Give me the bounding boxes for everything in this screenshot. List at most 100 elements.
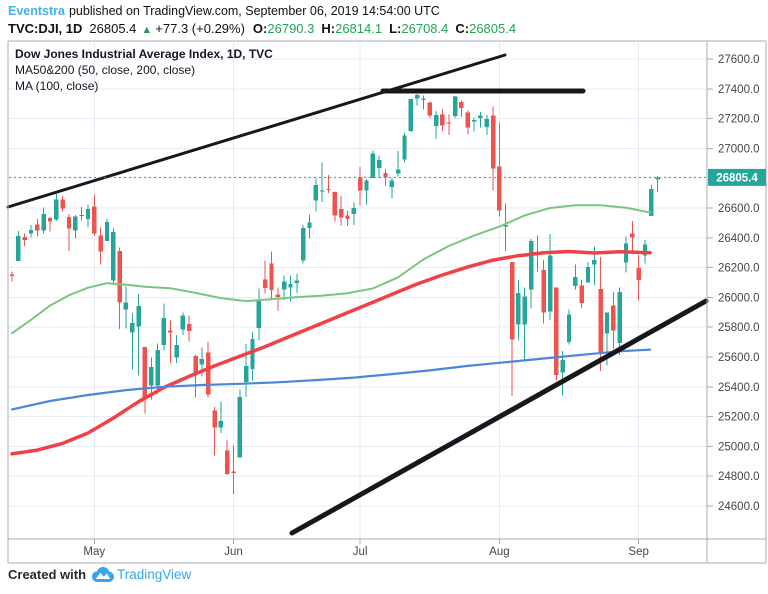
chart-frame [7, 40, 767, 564]
price-tick-label: 26200.0 [718, 263, 760, 275]
candle-body [275, 294, 281, 297]
candle-body [250, 338, 255, 370]
candle-body [338, 209, 344, 218]
candle-body [199, 359, 205, 365]
candle-body [649, 188, 654, 216]
candle-body [351, 208, 357, 214]
price-tick-label: 25400.0 [718, 382, 760, 394]
high-value: 26814.1 [335, 21, 383, 36]
candle-body [307, 222, 312, 228]
candle-body [41, 213, 46, 231]
created-with-text: Created with [8, 567, 87, 582]
candle-body [326, 188, 331, 190]
candle-body [414, 94, 420, 99]
candle-body [357, 177, 363, 191]
candle-body [256, 299, 262, 328]
candle-body [218, 421, 224, 428]
price-tick-label: 27200.0 [718, 114, 760, 126]
candle-body [389, 180, 394, 188]
candle-body [142, 346, 148, 398]
price-tick-label: 26000.0 [718, 292, 760, 304]
candle-body [478, 115, 483, 119]
month-label: Jun [224, 546, 243, 558]
candle-body [85, 209, 91, 220]
ma-blue-line [10, 348, 652, 411]
high-label: H: [321, 21, 336, 36]
candle-body [516, 293, 521, 325]
candle-body [294, 280, 300, 283]
candle-body [655, 177, 660, 180]
candle-body [528, 241, 534, 290]
snapshot-header: Eventstra published on TradingView.com, S… [8, 3, 523, 37]
candle-body [244, 365, 249, 383]
candle-body [509, 262, 515, 340]
candle-body [604, 312, 610, 334]
candle-body [206, 352, 211, 395]
price-tick-label: 25800.0 [718, 322, 760, 334]
price-tick-label: 24600.0 [718, 501, 760, 513]
price-tick-label: 27400.0 [718, 84, 760, 96]
candle-body [117, 250, 122, 303]
candle-body [376, 160, 382, 168]
attribution-bar: Created with TradingView [8, 567, 191, 582]
candle-body [155, 349, 160, 386]
candle-body [630, 233, 635, 238]
candle-body [465, 112, 470, 128]
candle-body [579, 285, 584, 304]
last-price-value: 26805.4 [89, 21, 137, 36]
month-label: Aug [489, 546, 509, 558]
candle-body [35, 224, 40, 231]
close-label: C: [455, 21, 470, 36]
candle-body [566, 314, 572, 342]
candle-body [123, 302, 129, 310]
candle-body [440, 114, 445, 126]
candle-body [193, 356, 198, 374]
candle-body [636, 267, 641, 280]
low-value: 26708.4 [401, 21, 449, 36]
candle-body [503, 225, 508, 227]
tradingview-logo-icon [92, 567, 115, 582]
change-text: +77.3 (+0.29%) [155, 21, 245, 36]
candle-body [573, 277, 578, 287]
candle-body [598, 289, 603, 353]
chart-legend: Dow Jones Industrial Average Index, 1D, … [15, 46, 273, 94]
month-label: May [83, 546, 105, 558]
candle-body [560, 360, 565, 373]
candle-body [332, 192, 338, 216]
tradingview-brand-link[interactable]: TradingView [117, 567, 192, 582]
up-arrow-icon: ▲ [141, 24, 153, 36]
publisher-link[interactable]: Eventstra [8, 4, 65, 18]
time-axis: May Jun Jul Aug Sep [83, 539, 649, 558]
price-tick-label: 27600.0 [718, 54, 760, 66]
candle-body [421, 98, 426, 101]
publish-line: Eventstra published on TradingView.com, S… [8, 3, 523, 19]
candle-body [383, 172, 388, 178]
ma-red-line [10, 249, 652, 456]
legend-symbol-title: Dow Jones Industrial Average Index, 1D, … [15, 47, 273, 61]
trendline [6, 53, 507, 209]
candle-body [130, 323, 135, 333]
candle-body [611, 305, 616, 331]
candle-body [28, 229, 34, 234]
candle-body [54, 199, 59, 220]
price-tick-label: 26600.0 [718, 203, 760, 215]
candle-body [427, 102, 432, 116]
legend-indicator-ma50-200: MA50&200 (50, close, 200, close) [15, 63, 196, 77]
candle-body [187, 323, 192, 331]
candle-body [60, 199, 65, 209]
candle-body [592, 259, 597, 265]
svg-text:26805.4: 26805.4 [716, 172, 758, 184]
price-tick-label: 25200.0 [718, 412, 760, 424]
candle-body [212, 410, 217, 428]
candle-body [452, 96, 458, 117]
candle-body [497, 166, 502, 211]
candles [9, 94, 660, 495]
candle-body [263, 279, 268, 289]
candle-body [66, 217, 72, 229]
ma-green-line [11, 204, 652, 335]
candle-body [168, 330, 173, 333]
candle-body [161, 317, 167, 345]
candle-body [617, 292, 622, 343]
candle-body [225, 450, 230, 474]
candle-body [22, 236, 27, 241]
